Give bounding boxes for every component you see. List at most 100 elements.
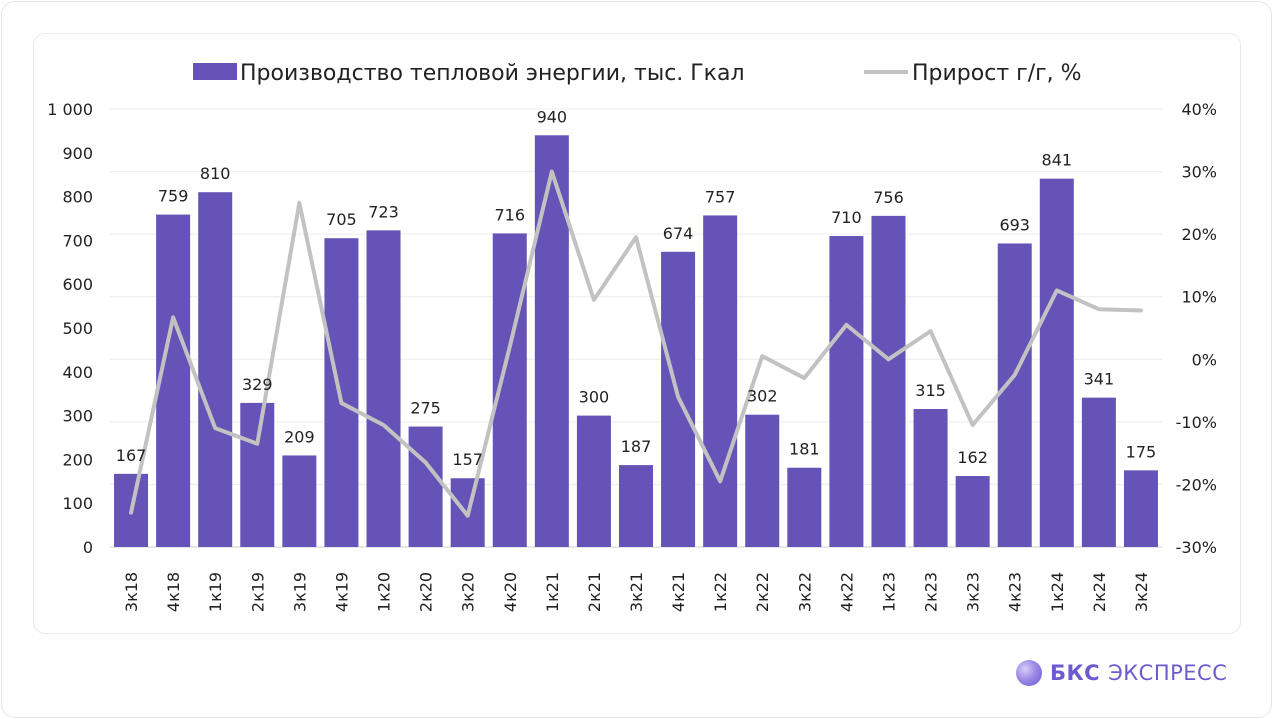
x-category-label: 3к19 xyxy=(290,572,309,612)
left-axis-tick-label: 100 xyxy=(62,494,93,513)
bar-data-label: 300 xyxy=(579,388,610,407)
legend-bar-label: Производство тепловой энергии, тыс. Гкал xyxy=(240,61,745,86)
bar xyxy=(576,415,611,547)
bar-data-label: 759 xyxy=(158,187,189,206)
x-category-label: 3к24 xyxy=(1132,572,1151,612)
left-axis-tick-label: 600 xyxy=(62,275,93,294)
x-category-label: 3к18 xyxy=(122,572,141,612)
brand-name: БКС xyxy=(1050,661,1101,685)
bar xyxy=(829,236,864,547)
right-axis-tick-label: -10% xyxy=(1176,413,1217,432)
bar-data-labels: 167 759 810 329 209 705 723 275 157 716 940 300 187 6… xyxy=(116,107,1156,469)
bar xyxy=(955,476,990,547)
x-category-label: 4к21 xyxy=(669,572,688,612)
bar xyxy=(871,215,906,547)
left-axis-ticks: 0 100 200 300 400 500 600 700 800 900 1 000 xyxy=(47,100,93,557)
right-axis-tick-label: 30% xyxy=(1181,163,1217,182)
bar xyxy=(198,192,233,547)
bar-data-label: 841 xyxy=(1042,151,1073,170)
bars-group xyxy=(114,135,1158,548)
right-axis-tick-label: -30% xyxy=(1176,538,1217,557)
bar-data-label: 757 xyxy=(705,187,736,206)
legend-line-label: Прирост г/г, % xyxy=(912,61,1082,86)
brand-sub: ЭКСПРЕСС xyxy=(1108,661,1228,685)
x-category-label: 3к22 xyxy=(795,572,814,612)
bar xyxy=(240,402,275,547)
bar-data-label: 693 xyxy=(999,215,1030,234)
bar-data-label: 315 xyxy=(915,381,946,400)
bar xyxy=(745,414,780,547)
right-axis-tick-label: 10% xyxy=(1181,288,1217,307)
bar-data-label: 705 xyxy=(326,210,357,229)
x-category-label: 2к19 xyxy=(248,572,267,612)
right-axis-tick-label: 40% xyxy=(1181,100,1217,119)
x-category-label: 1к24 xyxy=(1048,572,1067,612)
growth-line xyxy=(129,169,1143,518)
x-category-label: 4к18 xyxy=(164,572,183,612)
x-category-label: 2к24 xyxy=(1090,572,1109,612)
bar-data-label: 329 xyxy=(242,375,273,394)
legend-bar-swatch xyxy=(193,63,237,80)
bar-data-label: 157 xyxy=(452,450,483,469)
left-axis-tick-label: 300 xyxy=(62,407,93,426)
growth-line-group xyxy=(129,169,1143,518)
bar xyxy=(1081,397,1116,547)
bar xyxy=(408,426,443,547)
bar xyxy=(282,455,317,547)
bar xyxy=(997,243,1032,547)
bar-data-label: 187 xyxy=(621,437,652,456)
bar-data-label: 710 xyxy=(831,208,862,227)
right-axis-tick-label: 20% xyxy=(1181,225,1217,244)
x-category-label: 2к20 xyxy=(417,572,436,612)
bar xyxy=(534,135,569,547)
bar-data-label: 209 xyxy=(284,427,315,446)
x-category-label: 4к22 xyxy=(837,572,856,612)
x-category-label: 1к23 xyxy=(879,572,898,612)
bar-data-label: 723 xyxy=(368,202,399,221)
brand-logo-icon xyxy=(1016,660,1042,686)
bar xyxy=(366,230,401,548)
bar xyxy=(156,214,191,548)
left-axis-tick-label: 500 xyxy=(62,319,93,338)
right-axis-ticks: -30% -20% -10% 0% 10% 20% 30% 40% xyxy=(1176,100,1217,557)
left-axis-tick-label: 800 xyxy=(62,188,93,207)
x-category-label: 2к23 xyxy=(922,572,941,612)
x-category-label: 4к19 xyxy=(332,572,351,612)
brand-logo-block: БКС ЭКСПРЕСС xyxy=(1016,656,1227,690)
left-axis-tick-label: 200 xyxy=(62,450,93,469)
bar xyxy=(913,409,948,547)
left-axis-tick-label: 1 000 xyxy=(47,100,93,119)
bar-data-label: 810 xyxy=(200,164,231,183)
x-category-label: 1к19 xyxy=(206,572,225,612)
bar xyxy=(324,238,359,547)
bar-data-label: 275 xyxy=(410,399,441,418)
x-category-label: 1к21 xyxy=(543,572,562,612)
bar-data-label: 175 xyxy=(1126,442,1157,461)
x-axis-categories: 3к18 4к18 1к19 2к19 3к19 4к19 1к20 2к20 3к20 4к20… xyxy=(122,572,1151,612)
x-category-label: 4к23 xyxy=(1006,572,1025,612)
bar-data-label: 341 xyxy=(1084,370,1115,389)
x-category-label: 3к20 xyxy=(459,572,478,612)
left-axis-tick-label: 900 xyxy=(62,144,93,163)
x-category-label: 2к22 xyxy=(753,572,772,612)
x-category-label: 1к20 xyxy=(375,572,394,612)
legend: Производство тепловой энергии, тыс. Гкал… xyxy=(193,61,1082,86)
x-category-label: 3к21 xyxy=(627,572,646,612)
bar xyxy=(619,465,653,547)
x-category-label: 2к21 xyxy=(585,572,604,612)
x-category-label: 4к20 xyxy=(501,572,520,612)
right-axis-tick-label: 0% xyxy=(1192,350,1217,369)
bar xyxy=(787,467,822,547)
left-axis-tick-label: 0 xyxy=(83,538,93,557)
left-axis-tick-label: 700 xyxy=(62,231,93,250)
bar xyxy=(1123,470,1158,547)
right-axis-tick-label: -20% xyxy=(1176,475,1217,494)
bar-data-label: 181 xyxy=(789,440,820,459)
x-category-label: 3к23 xyxy=(964,572,983,612)
x-category-label: 1к22 xyxy=(711,572,730,612)
left-axis-tick-label: 400 xyxy=(62,363,93,382)
bar xyxy=(703,215,738,547)
bar-data-label: 940 xyxy=(537,107,568,126)
bar-data-label: 674 xyxy=(663,224,694,243)
